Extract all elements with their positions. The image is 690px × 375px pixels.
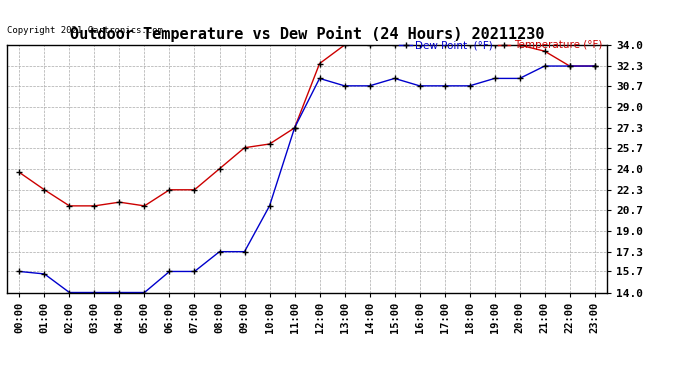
Legend: Dew Point  (°F), Temperature (°F): Dew Point (°F), Temperature (°F)	[400, 40, 602, 50]
Text: Copyright 2021 Cartronics.com: Copyright 2021 Cartronics.com	[7, 26, 163, 35]
Title: Outdoor Temperature vs Dew Point (24 Hours) 20211230: Outdoor Temperature vs Dew Point (24 Hou…	[70, 27, 544, 42]
